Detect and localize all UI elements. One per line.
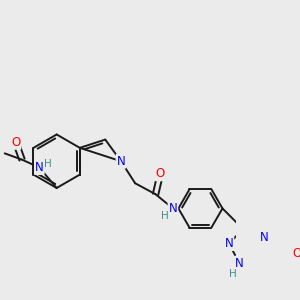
- Text: N: N: [225, 237, 233, 250]
- Text: H: H: [229, 269, 237, 279]
- Text: O: O: [156, 167, 165, 180]
- Text: H: H: [161, 211, 169, 220]
- Text: N: N: [235, 257, 244, 270]
- Text: N: N: [169, 202, 177, 215]
- Text: H: H: [44, 159, 52, 170]
- Text: O: O: [293, 247, 300, 260]
- Text: O: O: [11, 136, 20, 149]
- Text: N: N: [117, 155, 125, 168]
- Text: N: N: [260, 231, 269, 244]
- Text: N: N: [35, 161, 44, 174]
